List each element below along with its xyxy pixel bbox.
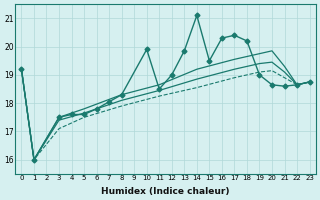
X-axis label: Humidex (Indice chaleur): Humidex (Indice chaleur)	[101, 187, 230, 196]
